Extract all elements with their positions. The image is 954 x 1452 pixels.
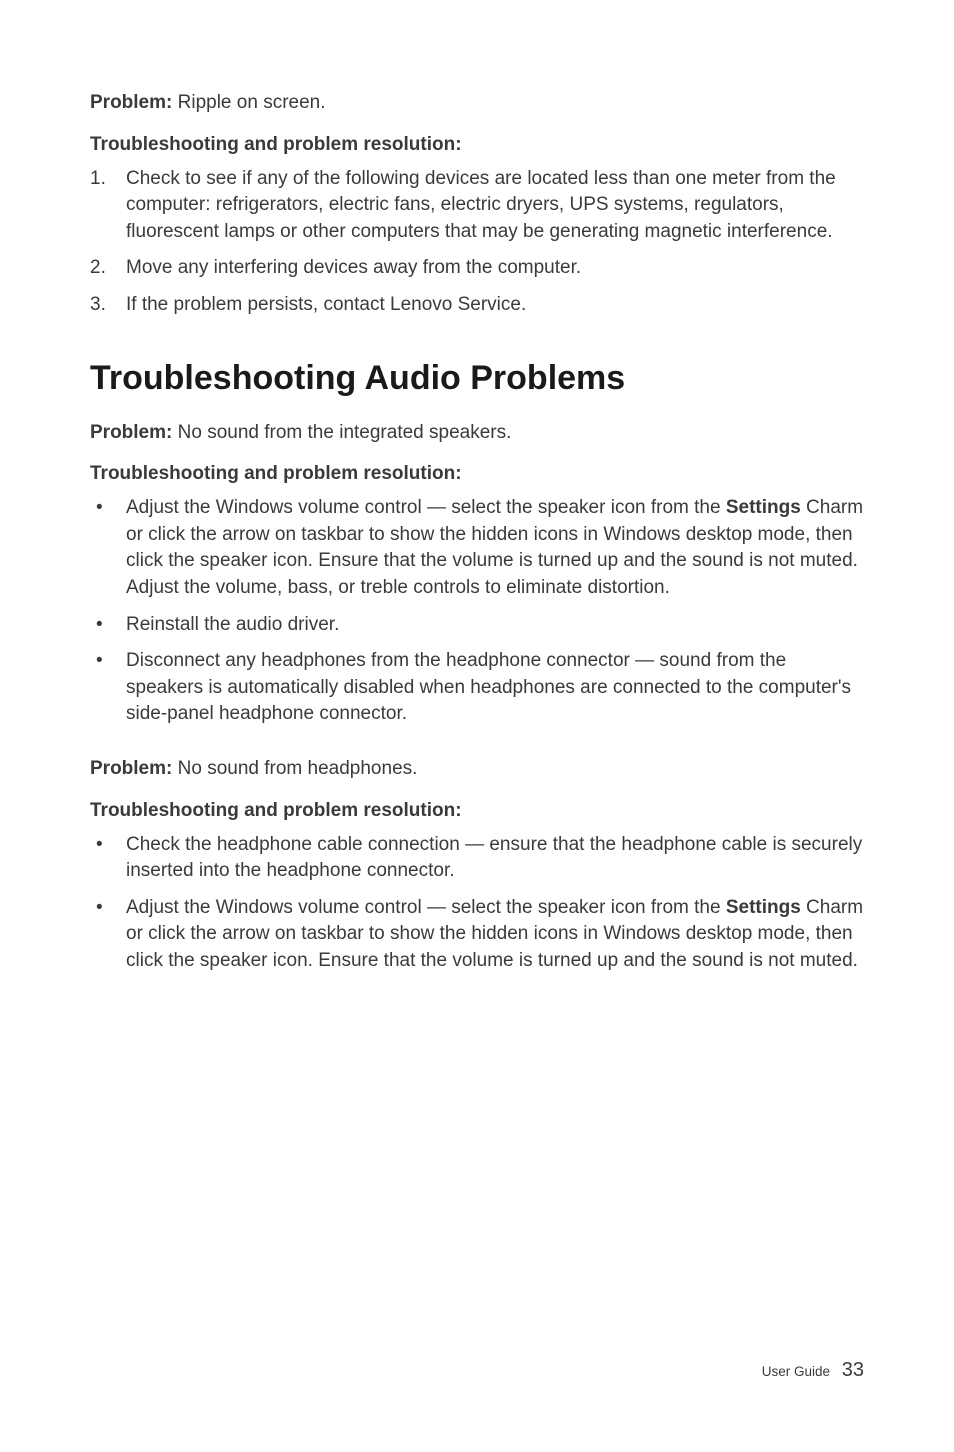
list-item: 1. Check to see if any of the following d…	[90, 166, 864, 246]
problem-text: No sound from headphones.	[172, 758, 417, 779]
step-text: Check to see if any of the following dev…	[126, 168, 836, 242]
step-text: Move any interfering devices away from t…	[126, 257, 581, 278]
list-item: 3. If the problem persists, contact Lenov…	[90, 292, 864, 319]
footer-pagenum: 33	[842, 1359, 864, 1381]
resolution-heading-2: Troubleshooting and problem resolution:	[90, 463, 864, 485]
problem-speakers: Problem: No sound from the integrated sp…	[90, 420, 864, 446]
resolution-heading-3: Troubleshooting and problem resolution:	[90, 800, 864, 822]
bullet-bold: Settings	[726, 897, 801, 918]
list-item: Adjust the Windows volume control — sele…	[90, 895, 864, 975]
resolution-heading-1: Troubleshooting and problem resolution:	[90, 134, 864, 156]
bullet-pre: Adjust the Windows volume control — sele…	[126, 497, 726, 518]
bullet-pre: Reinstall the audio driver.	[126, 614, 339, 635]
problem-label: Problem:	[90, 92, 172, 113]
bullet-pre: Check the headphone cable connection — e…	[126, 834, 862, 882]
problem-label: Problem:	[90, 758, 172, 779]
step-num: 2.	[90, 255, 106, 282]
problem-text: Ripple on screen.	[172, 92, 325, 113]
bullet-pre: Adjust the Windows volume control — sele…	[126, 897, 726, 918]
list-item: Disconnect any headphones from the headp…	[90, 648, 864, 728]
list-item: Adjust the Windows volume control — sele…	[90, 495, 864, 601]
list-item: 2. Move any interfering devices away from…	[90, 255, 864, 282]
bullet-list-3: Check the headphone cable connection — e…	[90, 832, 864, 975]
bullet-bold: Settings	[726, 497, 801, 518]
problem-label: Problem:	[90, 422, 172, 443]
bullet-pre: Disconnect any headphones from the headp…	[126, 650, 851, 724]
step-text: If the problem persists, contact Lenovo …	[126, 294, 526, 315]
list-item: Check the headphone cable connection — e…	[90, 832, 864, 885]
problem-text: No sound from the integrated speakers.	[172, 422, 511, 443]
page-footer: User Guide 33	[762, 1359, 864, 1382]
bullet-list-2: Adjust the Windows volume control — sele…	[90, 495, 864, 728]
problem-ripple: Problem: Ripple on screen.	[90, 90, 864, 116]
footer-label: User Guide	[762, 1364, 830, 1379]
step-num: 3.	[90, 292, 106, 319]
step-num: 1.	[90, 166, 106, 193]
problem-headphones: Problem: No sound from headphones.	[90, 756, 864, 782]
numbered-steps-1: 1. Check to see if any of the following d…	[90, 166, 864, 319]
section-title-audio: Troubleshooting Audio Problems	[90, 359, 864, 398]
list-item: Reinstall the audio driver.	[90, 612, 864, 639]
